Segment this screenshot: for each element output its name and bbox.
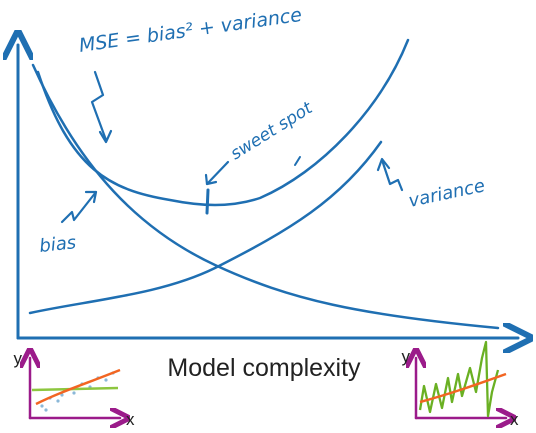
bias-curve — [31, 63, 500, 330]
mse-curve — [36, 38, 410, 207]
variance-tick — [294, 156, 301, 166]
sweet-spot-arrow — [205, 160, 230, 186]
data-point — [44, 408, 48, 412]
sweet-spot-arrowhead — [204, 173, 218, 186]
inset-right-smooth-fit — [419, 372, 507, 404]
data-point — [104, 378, 108, 382]
bias-arrow — [60, 190, 98, 224]
main-axes — [18, 45, 518, 338]
inset-right-x-label: x — [510, 410, 519, 429]
inset-left-y-label: y — [14, 349, 23, 368]
sweet-spot-label: sweet spot — [227, 98, 317, 165]
variance-label: variance — [407, 175, 487, 212]
variance-arrow — [380, 158, 404, 192]
annotation-arrows — [60, 70, 404, 224]
inset-left-x-label: x — [126, 410, 135, 429]
mse-arrow — [90, 70, 108, 142]
data-point — [56, 399, 60, 403]
inset-simple-model: y x — [14, 349, 135, 429]
data-point — [72, 391, 76, 395]
variance-arrowhead — [376, 157, 391, 172]
inset-left-smooth-fit — [35, 368, 121, 406]
inset-right-overfit-curve — [418, 340, 500, 418]
sweet-spot-tick — [205, 188, 210, 215]
data-point — [40, 404, 44, 408]
mse-arrowhead — [98, 129, 113, 144]
inset-left-constant-fit — [31, 386, 119, 392]
inset-complex-model: y x — [402, 340, 519, 429]
bias-arrowhead — [84, 190, 98, 204]
curves — [28, 38, 500, 330]
inset-right-y-label: y — [402, 347, 411, 366]
x-axis-label: Model complexity — [167, 354, 361, 382]
mse-label: MSE = bias² + variance — [78, 4, 304, 57]
variance-curve — [28, 140, 383, 315]
bias-label: bias — [38, 232, 77, 257]
